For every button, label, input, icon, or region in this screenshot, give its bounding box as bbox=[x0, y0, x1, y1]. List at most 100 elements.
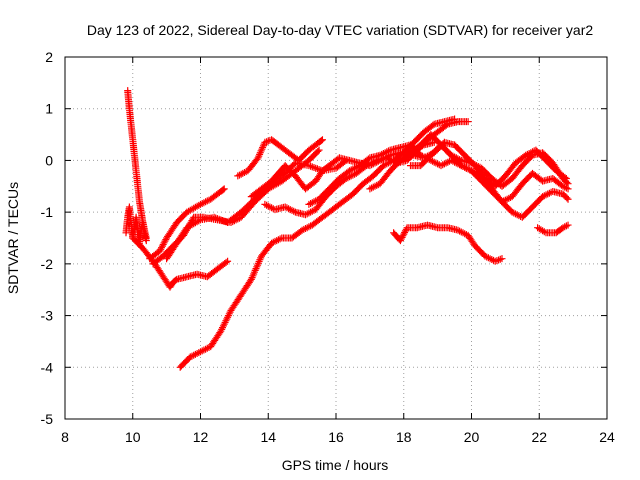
data-point bbox=[140, 229, 142, 231]
data-point bbox=[199, 219, 202, 221]
data-point bbox=[240, 216, 242, 218]
data-point bbox=[220, 330, 222, 332]
data-point bbox=[484, 177, 486, 180]
data-point bbox=[135, 216, 137, 218]
data-point bbox=[338, 177, 340, 180]
data-point bbox=[552, 190, 554, 193]
data-point bbox=[130, 221, 132, 224]
data-point bbox=[138, 201, 141, 203]
x-axis-title: GPS time / hours bbox=[282, 457, 389, 473]
data-point bbox=[491, 177, 493, 180]
data-point bbox=[132, 139, 134, 141]
data-point bbox=[420, 144, 422, 146]
data-point bbox=[271, 139, 273, 141]
data-point bbox=[318, 198, 320, 200]
data-point bbox=[227, 260, 229, 262]
data-point bbox=[423, 157, 425, 159]
data-point bbox=[210, 198, 212, 200]
data-point bbox=[406, 159, 408, 162]
data-point bbox=[133, 227, 136, 229]
data-point bbox=[127, 216, 129, 218]
data-point bbox=[474, 165, 476, 167]
y-axis-title: SDTVAR / TECUs bbox=[5, 182, 21, 294]
data-point bbox=[254, 198, 256, 200]
data-point bbox=[137, 185, 139, 187]
data-point bbox=[237, 175, 239, 177]
data-point bbox=[365, 165, 368, 167]
data-point bbox=[379, 154, 381, 156]
plot-frame bbox=[64, 56, 608, 420]
data-point bbox=[223, 188, 225, 190]
x-tick-label: 22 bbox=[531, 429, 547, 445]
series-sat-j bbox=[176, 115, 459, 371]
data-point bbox=[230, 309, 232, 311]
data-point bbox=[176, 242, 178, 244]
data-point bbox=[332, 208, 334, 211]
data-point bbox=[348, 170, 351, 172]
data-point bbox=[186, 276, 188, 278]
data-point bbox=[294, 175, 296, 177]
data-point bbox=[552, 177, 554, 180]
data-point bbox=[308, 159, 310, 162]
data-point bbox=[189, 356, 191, 358]
data-point bbox=[535, 149, 537, 151]
data-point bbox=[284, 206, 286, 208]
data-point bbox=[159, 250, 161, 252]
data-point bbox=[521, 165, 523, 167]
data-point bbox=[433, 141, 435, 143]
data-point bbox=[409, 152, 412, 154]
data-point bbox=[474, 245, 476, 247]
data-point bbox=[359, 165, 361, 167]
data-point bbox=[318, 141, 320, 143]
data-point bbox=[565, 177, 567, 180]
data-point bbox=[130, 123, 132, 125]
data-point bbox=[386, 157, 388, 159]
x-tick-label: 8 bbox=[61, 429, 69, 445]
x-tick-label: 18 bbox=[396, 429, 412, 445]
data-point bbox=[542, 152, 544, 154]
data-point bbox=[501, 185, 503, 187]
data-point bbox=[389, 154, 391, 156]
data-point bbox=[372, 175, 374, 177]
series-sat-g bbox=[234, 136, 326, 180]
data-point bbox=[128, 206, 130, 208]
data-point bbox=[220, 190, 222, 193]
data-point bbox=[166, 258, 168, 260]
series-markers bbox=[534, 221, 572, 237]
data-point bbox=[196, 273, 198, 275]
data-point bbox=[467, 234, 469, 237]
y-tick-label: -4 bbox=[41, 359, 54, 375]
data-point bbox=[216, 268, 219, 270]
x-tick-label: 24 bbox=[599, 429, 615, 445]
data-point bbox=[264, 203, 266, 205]
data-point bbox=[464, 154, 466, 156]
series-sat-p bbox=[534, 221, 572, 237]
data-point bbox=[277, 144, 280, 146]
x-tick-label: 20 bbox=[464, 429, 480, 445]
series-markers bbox=[366, 131, 572, 206]
data-point bbox=[128, 108, 130, 110]
data-point bbox=[186, 211, 188, 213]
data-point bbox=[260, 255, 263, 257]
data-point bbox=[457, 121, 459, 123]
data-point bbox=[531, 172, 534, 174]
data-point bbox=[199, 203, 202, 205]
y-tick-label: 1 bbox=[45, 101, 53, 117]
data-point bbox=[133, 154, 136, 156]
data-point bbox=[240, 294, 242, 296]
data-point bbox=[162, 276, 164, 278]
series-sat-c bbox=[129, 234, 232, 291]
data-point bbox=[521, 183, 523, 185]
data-point bbox=[437, 131, 439, 133]
y-tick-label: 0 bbox=[45, 152, 53, 168]
data-point bbox=[140, 211, 142, 213]
data-point bbox=[504, 175, 506, 177]
data-point bbox=[447, 227, 449, 229]
data-point bbox=[315, 180, 317, 182]
data-point bbox=[450, 159, 452, 162]
data-point bbox=[450, 154, 452, 156]
data-point bbox=[392, 159, 395, 162]
data-point bbox=[294, 170, 296, 172]
data-point bbox=[399, 146, 401, 149]
